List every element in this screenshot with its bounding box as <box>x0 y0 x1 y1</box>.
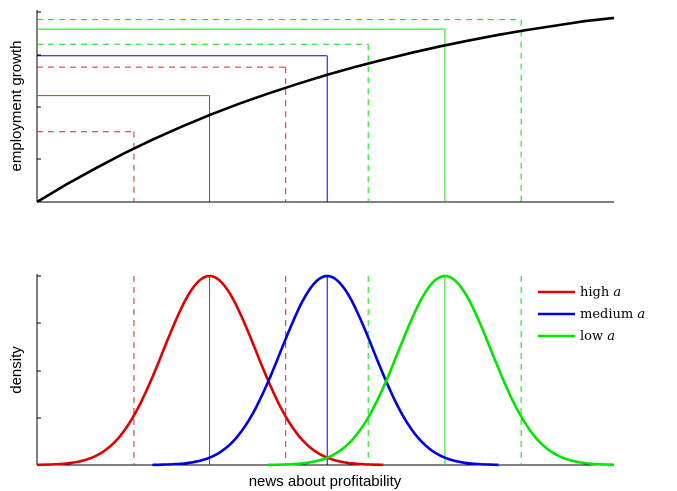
density-curve-low <box>267 274 615 467</box>
density-curve-high <box>37 274 384 467</box>
top-panel: employment growth <box>8 10 615 204</box>
top-reference-lines <box>37 19 522 202</box>
legend-label-low: low a <box>580 329 615 344</box>
bottom-x-axis-label: news about profitability <box>249 473 402 490</box>
density-curve-medium <box>152 274 499 467</box>
top-y-axis-label: employment growth <box>8 41 25 172</box>
legend-label-high: high a <box>580 285 621 300</box>
legend: high a medium a low a <box>538 285 645 344</box>
top-axes <box>36 10 614 203</box>
density-curves <box>37 274 615 467</box>
bottom-axes <box>36 274 614 466</box>
employment-growth-curve <box>36 16 615 204</box>
bottom-panel: density news about profitability high a m… <box>8 274 645 490</box>
legend-label-medium: medium a <box>580 307 645 322</box>
bottom-y-axis-label: density <box>8 346 25 394</box>
bottom-reference-lines <box>133 276 522 465</box>
